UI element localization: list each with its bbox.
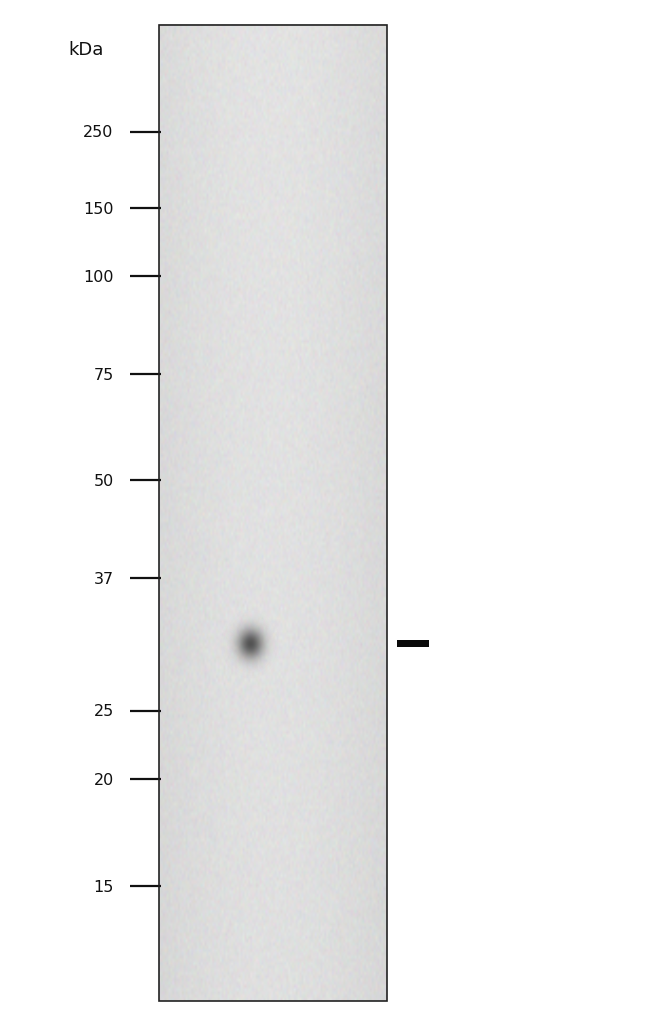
Text: 75: 75: [94, 368, 114, 382]
Text: kDa: kDa: [68, 41, 103, 59]
Text: 25: 25: [94, 704, 114, 718]
Bar: [159, 25, 387, 1001]
Text: 250: 250: [83, 125, 114, 140]
Bar: [396, 641, 429, 648]
Text: 100: 100: [83, 270, 114, 284]
Text: 15: 15: [94, 879, 114, 894]
Text: 50: 50: [94, 474, 114, 488]
Text: 37: 37: [94, 572, 114, 586]
Text: 20: 20: [94, 772, 114, 787]
Text: 150: 150: [83, 202, 114, 216]
